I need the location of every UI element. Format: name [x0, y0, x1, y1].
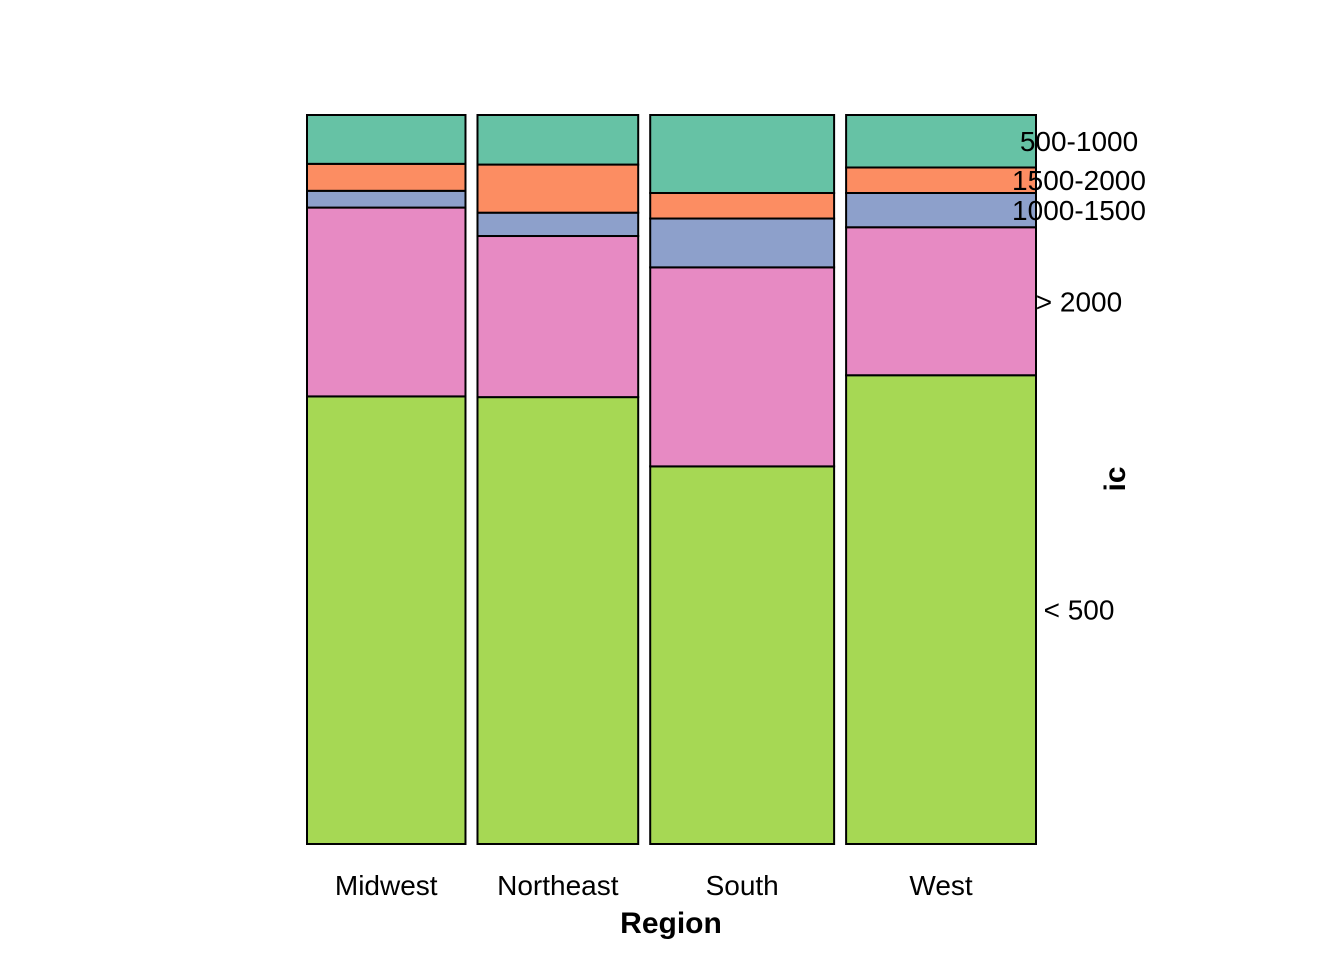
bar-segment-west-1 — [845, 226, 1038, 377]
bar-segment-northeast-1 — [476, 235, 640, 399]
bar-segment-midwest-1 — [306, 206, 467, 398]
x-tick-labels: Midwest Northeast South West — [335, 870, 973, 901]
bar-segment-northeast-2 — [476, 211, 640, 238]
bar-segment-northeast-3 — [476, 163, 640, 214]
y-axis-title: ic — [1099, 466, 1132, 491]
bar-segment-south-1 — [649, 266, 836, 468]
bar-segment-northeast-0 — [476, 396, 640, 845]
bar-segment-south-2 — [649, 217, 836, 269]
bar-segment-west-0 — [845, 374, 1038, 845]
x-tick-label-northeast: Northeast — [497, 870, 619, 901]
bar-segment-midwest-3 — [306, 162, 467, 192]
x-tick-label-south: South — [706, 870, 779, 901]
bar-segment-northeast-4 — [476, 114, 640, 166]
x-tick-label-midwest: Midwest — [335, 870, 438, 901]
bar-segment-midwest-4 — [306, 114, 467, 165]
bar-segment-west-4 — [845, 114, 1038, 169]
bar-segment-south-0 — [649, 465, 836, 845]
plot-area — [306, 114, 1038, 845]
level-label-3: 1500-2000 — [1012, 165, 1146, 196]
bar-segment-west-3 — [845, 166, 1038, 195]
bar-segment-west-2 — [845, 192, 1038, 229]
level-label-4: 500-1000 — [1020, 126, 1138, 157]
x-axis-title: Region — [620, 907, 722, 940]
x-tick-label-west: West — [909, 870, 972, 901]
level-label-2: 1000-1500 — [1012, 195, 1146, 226]
bar-segment-midwest-0 — [306, 395, 467, 845]
level-label-1: > 2000 — [1036, 286, 1122, 317]
bar-segment-south-4 — [649, 114, 836, 195]
level-label-0: < 500 — [1044, 595, 1115, 626]
bar-segment-midwest-2 — [306, 189, 467, 209]
bar-segment-south-3 — [649, 192, 836, 220]
